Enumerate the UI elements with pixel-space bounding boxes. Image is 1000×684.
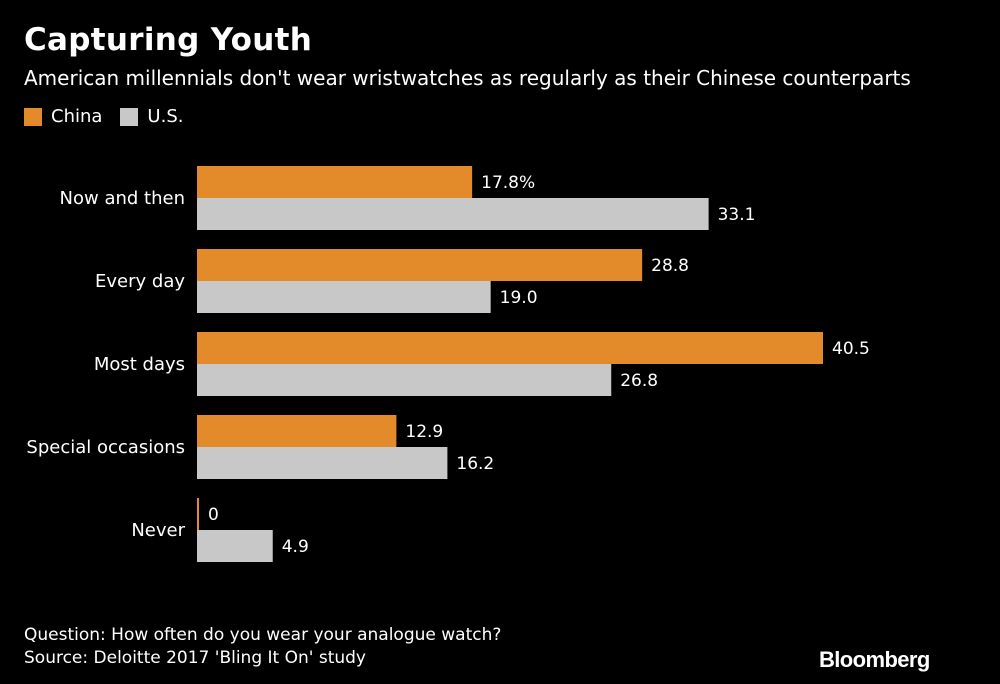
legend-label-china: China	[51, 106, 103, 127]
category-label-now-and-then: Now and then	[60, 188, 185, 209]
bar-china-never	[197, 498, 199, 530]
value-label-china-never: 0	[208, 505, 219, 525]
bar-u-s-every-day	[197, 281, 491, 313]
bar-u-s-never	[197, 530, 273, 562]
question-note: Question: How often do you wear your ana…	[24, 625, 502, 645]
bar-u-s-now-and-then	[197, 198, 709, 230]
value-label-u-s-most-days: 26.8	[620, 371, 658, 391]
bar-china-every-day	[197, 249, 643, 281]
category-label-never: Never	[131, 520, 185, 541]
category-label-every-day: Every day	[95, 271, 185, 292]
bar-china-now-and-then	[197, 166, 473, 198]
value-label-u-s-never: 4.9	[282, 537, 309, 557]
legend-item-us: U.S.	[120, 106, 183, 127]
source-note: Source: Deloitte 2017 'Bling It On' stud…	[24, 648, 366, 668]
category-label-most-days: Most days	[94, 354, 185, 375]
bloomberg-logo: Bloomberg	[819, 647, 930, 672]
chart-footer: Question: How often do you wear your ana…	[24, 624, 501, 670]
legend-label-us: U.S.	[147, 106, 184, 127]
chart-title: Capturing Youth	[24, 22, 313, 58]
value-label-china-special-occasions: 12.9	[405, 422, 443, 442]
legend-swatch-china	[24, 107, 42, 126]
bar-u-s-most-days	[197, 364, 612, 396]
category-label-special-occasions: Special occasions	[26, 437, 185, 458]
value-label-china-most-days: 40.5	[832, 339, 870, 359]
legend-item-china: China	[24, 106, 102, 127]
value-label-u-s-special-occasions: 16.2	[456, 454, 494, 474]
bar-chart: Now and then 17.8% 33.1 Every day 28.8 19.0 Mo…	[26, 166, 870, 562]
value-label-u-s-every-day: 19.0	[500, 288, 538, 308]
bar-china-most-days	[197, 332, 823, 364]
chart-subtitle: American millennials don't wear wristwat…	[24, 66, 911, 90]
value-label-china-now-and-then: 17.8%	[481, 173, 535, 193]
value-label-u-s-now-and-then: 33.1	[718, 205, 756, 225]
legend-swatch-us	[120, 107, 139, 126]
value-label-china-every-day: 28.8	[651, 256, 689, 276]
bar-china-special-occasions	[197, 415, 397, 447]
legend: China U.S.	[24, 106, 201, 127]
bar-u-s-special-occasions	[197, 447, 448, 479]
